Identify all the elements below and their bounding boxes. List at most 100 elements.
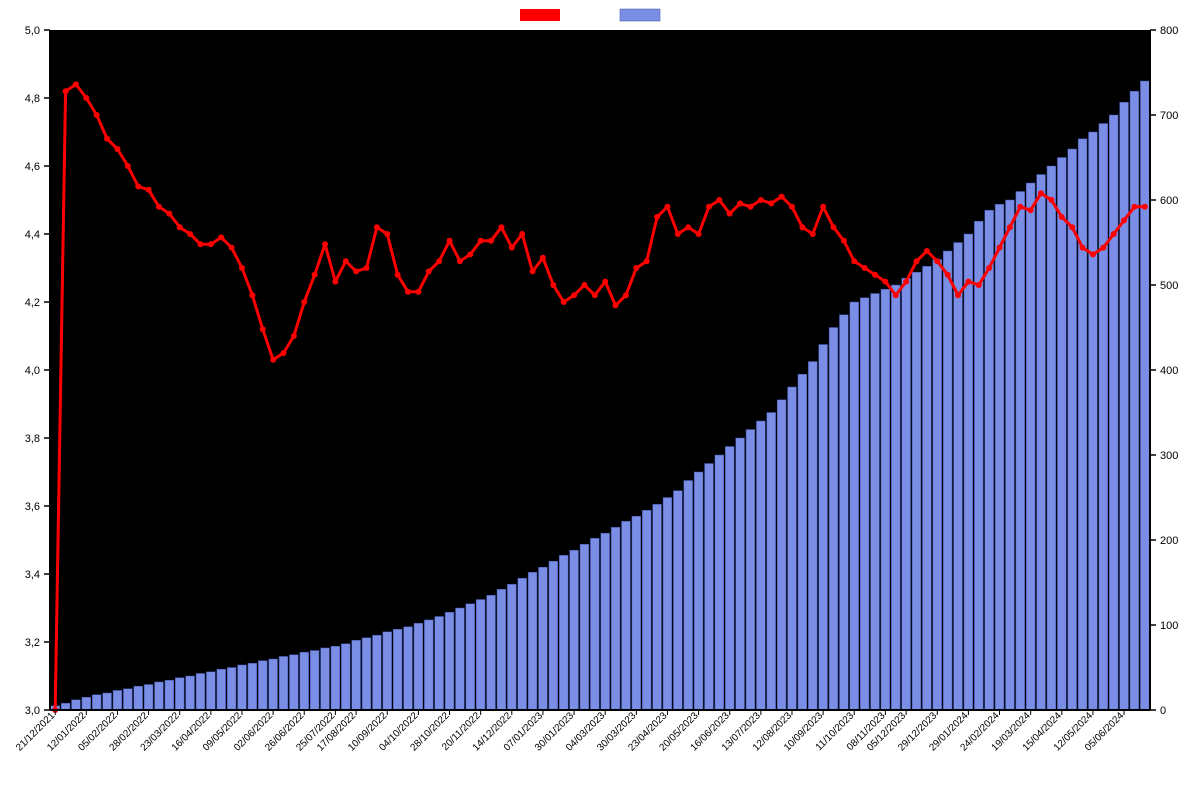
line-marker [914, 258, 920, 264]
line-marker [208, 241, 214, 247]
line-marker [280, 350, 286, 356]
line-marker [384, 231, 390, 237]
line-marker [976, 282, 982, 288]
bar [850, 302, 859, 710]
bar [736, 438, 745, 710]
line-marker [146, 187, 152, 193]
bar [777, 400, 786, 710]
bar [352, 640, 361, 710]
bar [528, 572, 537, 710]
bar [269, 659, 278, 710]
line-marker [498, 224, 504, 230]
line-marker [613, 302, 619, 308]
bar [933, 260, 942, 711]
line-marker [592, 292, 598, 298]
bar [331, 646, 340, 710]
line-marker [654, 214, 660, 220]
bar [1005, 200, 1014, 710]
bar [673, 491, 682, 710]
bar [227, 668, 236, 711]
bar [476, 600, 485, 711]
line-marker [1090, 251, 1096, 257]
line-marker [581, 282, 587, 288]
line-marker [1028, 207, 1034, 213]
line-marker [779, 194, 785, 200]
combo-chart: 3,03,23,43,63,84,04,24,44,64,85,00100200… [0, 0, 1200, 800]
line-marker [166, 211, 172, 217]
line-marker [696, 231, 702, 237]
bar [798, 374, 807, 710]
bar [507, 584, 516, 710]
bar [1089, 132, 1098, 710]
line-marker [986, 265, 992, 271]
line-marker [799, 224, 805, 230]
line-marker [301, 299, 307, 305]
right-axis-label: 600 [1160, 195, 1178, 207]
bar [860, 298, 869, 710]
bar [943, 251, 952, 710]
line-marker [747, 204, 753, 210]
bar [995, 204, 1004, 710]
line-marker [830, 224, 836, 230]
line-marker [789, 204, 795, 210]
line-marker [467, 251, 473, 257]
bar [238, 665, 247, 710]
line-marker [187, 231, 193, 237]
bar [341, 644, 350, 710]
bar [974, 221, 983, 710]
bar [134, 686, 143, 710]
bar [922, 266, 931, 710]
line-marker [602, 279, 608, 285]
bar [186, 676, 195, 710]
bar [788, 387, 797, 710]
line-marker [73, 81, 79, 87]
left-axis-label: 5,0 [25, 25, 40, 37]
bar [705, 464, 714, 711]
bar [1037, 175, 1046, 711]
bar [72, 700, 81, 710]
line-marker [810, 231, 816, 237]
bar [881, 289, 890, 710]
line-marker [841, 238, 847, 244]
line-marker [83, 95, 89, 101]
bar [206, 672, 215, 710]
bar [954, 243, 963, 711]
line-marker [903, 279, 909, 285]
bar [829, 328, 838, 711]
left-axis-label: 4,8 [25, 93, 40, 105]
line-marker [509, 245, 515, 251]
bar [123, 689, 132, 710]
line-marker [1080, 245, 1086, 251]
line-marker [945, 272, 951, 278]
line-marker [405, 289, 411, 295]
line-marker [135, 183, 141, 189]
bar [455, 608, 464, 710]
line-marker [197, 241, 203, 247]
bar [1016, 192, 1025, 711]
line-marker [114, 146, 120, 152]
bar [871, 294, 880, 711]
line-marker [685, 224, 691, 230]
line-marker [125, 163, 131, 169]
line-marker [706, 204, 712, 210]
bar [103, 693, 112, 710]
line-marker [1069, 224, 1075, 230]
line-marker [519, 231, 525, 237]
line-marker [239, 265, 245, 271]
line-marker [218, 234, 224, 240]
line-marker [353, 268, 359, 274]
bar [1140, 81, 1149, 710]
right-axis-label: 200 [1160, 535, 1178, 547]
line-marker [882, 279, 888, 285]
line-marker [1059, 214, 1065, 220]
bar [1057, 158, 1066, 711]
bar [912, 272, 921, 710]
bar [113, 690, 122, 710]
bar [155, 682, 164, 710]
bar [684, 481, 693, 711]
line-marker [260, 326, 266, 332]
right-axis-label: 500 [1160, 280, 1178, 292]
line-marker [872, 272, 878, 278]
bar [321, 648, 330, 710]
right-axis-label: 0 [1160, 705, 1166, 717]
